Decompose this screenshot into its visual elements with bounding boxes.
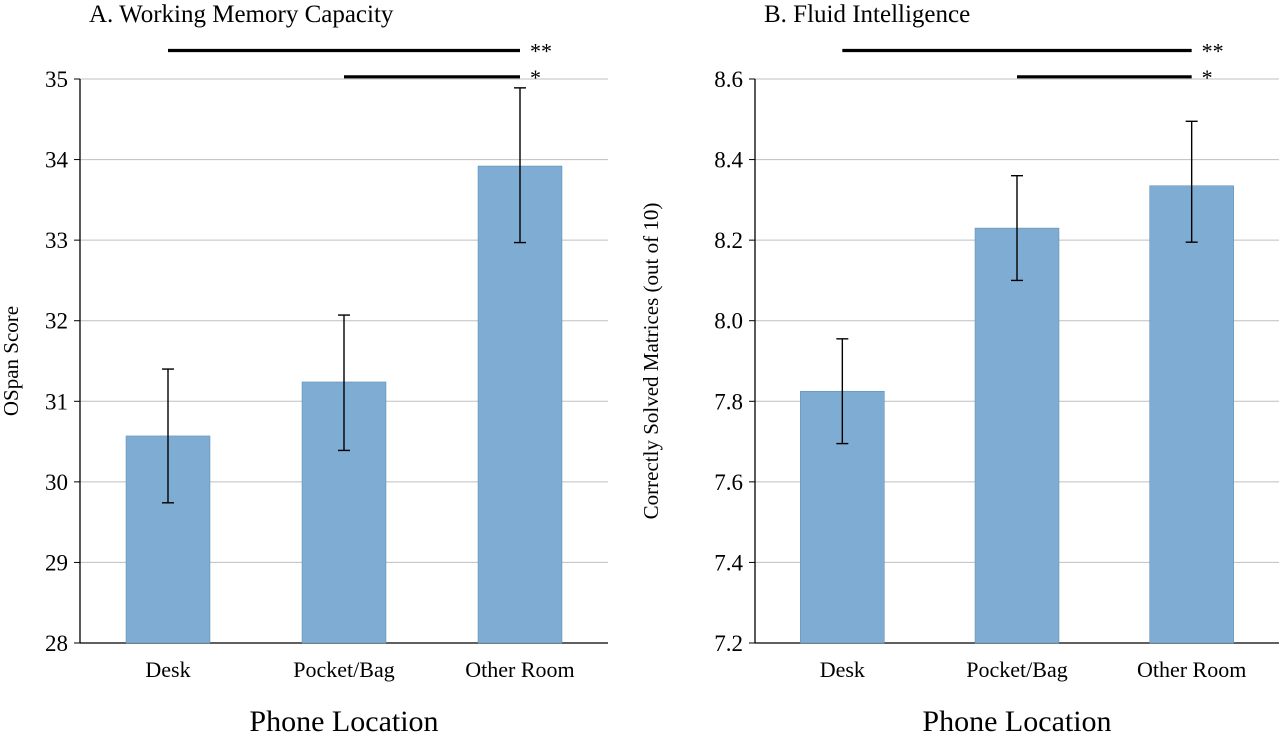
svg-text:7.8: 7.8	[714, 389, 743, 414]
svg-text:35: 35	[45, 67, 68, 92]
svg-text:31: 31	[45, 389, 68, 414]
svg-text:Phone Location: Phone Location	[249, 705, 438, 735]
svg-text:Phone Location: Phone Location	[922, 705, 1111, 735]
svg-text:A. Working Memory Capacity: A. Working Memory Capacity	[89, 1, 394, 28]
svg-text:34: 34	[45, 148, 69, 173]
svg-text:Desk: Desk	[145, 657, 190, 682]
svg-text:Pocket/Bag: Pocket/Bag	[966, 657, 1067, 682]
svg-text:8.6: 8.6	[714, 67, 743, 92]
svg-text:8.2: 8.2	[714, 228, 743, 253]
svg-text:Desk: Desk	[820, 657, 865, 682]
svg-text:Other Room: Other Room	[1137, 657, 1246, 682]
svg-text:**: **	[1202, 39, 1224, 64]
svg-text:7.2: 7.2	[714, 631, 743, 656]
svg-text:8.0: 8.0	[714, 309, 743, 334]
svg-text:*: *	[1202, 65, 1213, 90]
svg-text:32: 32	[45, 309, 68, 334]
svg-text:8.4: 8.4	[714, 148, 743, 173]
svg-text:33: 33	[45, 228, 68, 253]
svg-text:7.6: 7.6	[714, 470, 743, 495]
svg-text:OSpan Score: OSpan Score	[0, 306, 23, 416]
svg-text:28: 28	[45, 631, 68, 656]
svg-text:Pocket/Bag: Pocket/Bag	[293, 657, 394, 682]
svg-text:30: 30	[45, 470, 68, 495]
svg-text:**: **	[530, 39, 552, 64]
svg-text:*: *	[530, 65, 541, 90]
svg-text:Correctly Solved Matrices (out: Correctly Solved Matrices (out of 10)	[640, 203, 663, 520]
svg-text:29: 29	[45, 550, 68, 575]
svg-text:B. Fluid Intelligence: B. Fluid Intelligence	[764, 1, 970, 28]
svg-text:Other Room: Other Room	[465, 657, 574, 682]
svg-text:7.4: 7.4	[714, 550, 743, 575]
